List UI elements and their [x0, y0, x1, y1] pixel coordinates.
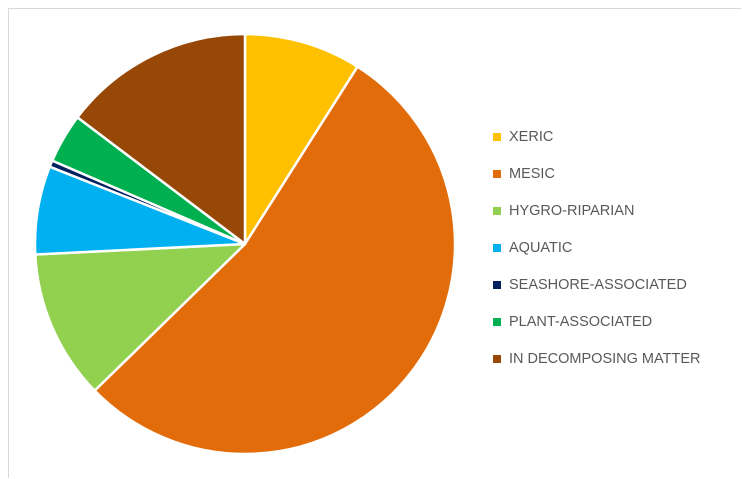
- pie-slice-xeric: [243, 32, 359, 246]
- legend-swatch: [493, 243, 501, 252]
- legend-label: IN DECOMPOSING MATTER: [509, 350, 701, 367]
- legend-swatch: [493, 206, 501, 215]
- legend-item-mesic: MESIC: [493, 155, 738, 192]
- pie-slice-mesic: [93, 65, 457, 456]
- chart-legend: XERIC MESIC HYGRO-RIPARIAN AQUATIC SEASHORE-…: [493, 118, 738, 377]
- legend-swatch: [493, 354, 501, 363]
- legend-swatch: [493, 280, 501, 289]
- legend-label: MESIC: [509, 165, 555, 182]
- legend-swatch: [493, 169, 501, 178]
- legend-item-hygro-riparian: HYGRO-RIPARIAN: [493, 192, 738, 229]
- legend-label: HYGRO-RIPARIAN: [509, 202, 635, 219]
- legend-item-xeric: XERIC: [493, 118, 738, 155]
- pie-slice-hygro-riparian: [34, 242, 247, 392]
- legend-item-seashore-associated: SEASHORE-ASSOCIATED: [493, 266, 738, 303]
- legend-label: PLANT-ASSOCIATED: [509, 313, 653, 330]
- legend-item-plant-associated: PLANT-ASSOCIATED: [493, 303, 738, 340]
- legend-swatch: [493, 132, 501, 141]
- legend-label: AQUATIC: [509, 239, 573, 256]
- legend-swatch: [493, 317, 501, 326]
- legend-label: XERIC: [509, 128, 554, 145]
- legend-item-aquatic: AQUATIC: [493, 229, 738, 266]
- legend-item-in-decomposing-matter: IN DECOMPOSING MATTER: [493, 340, 738, 377]
- pie-slice-in-decomposing-matter: [76, 32, 247, 246]
- legend-label: SEASHORE-ASSOCIATED: [509, 276, 687, 293]
